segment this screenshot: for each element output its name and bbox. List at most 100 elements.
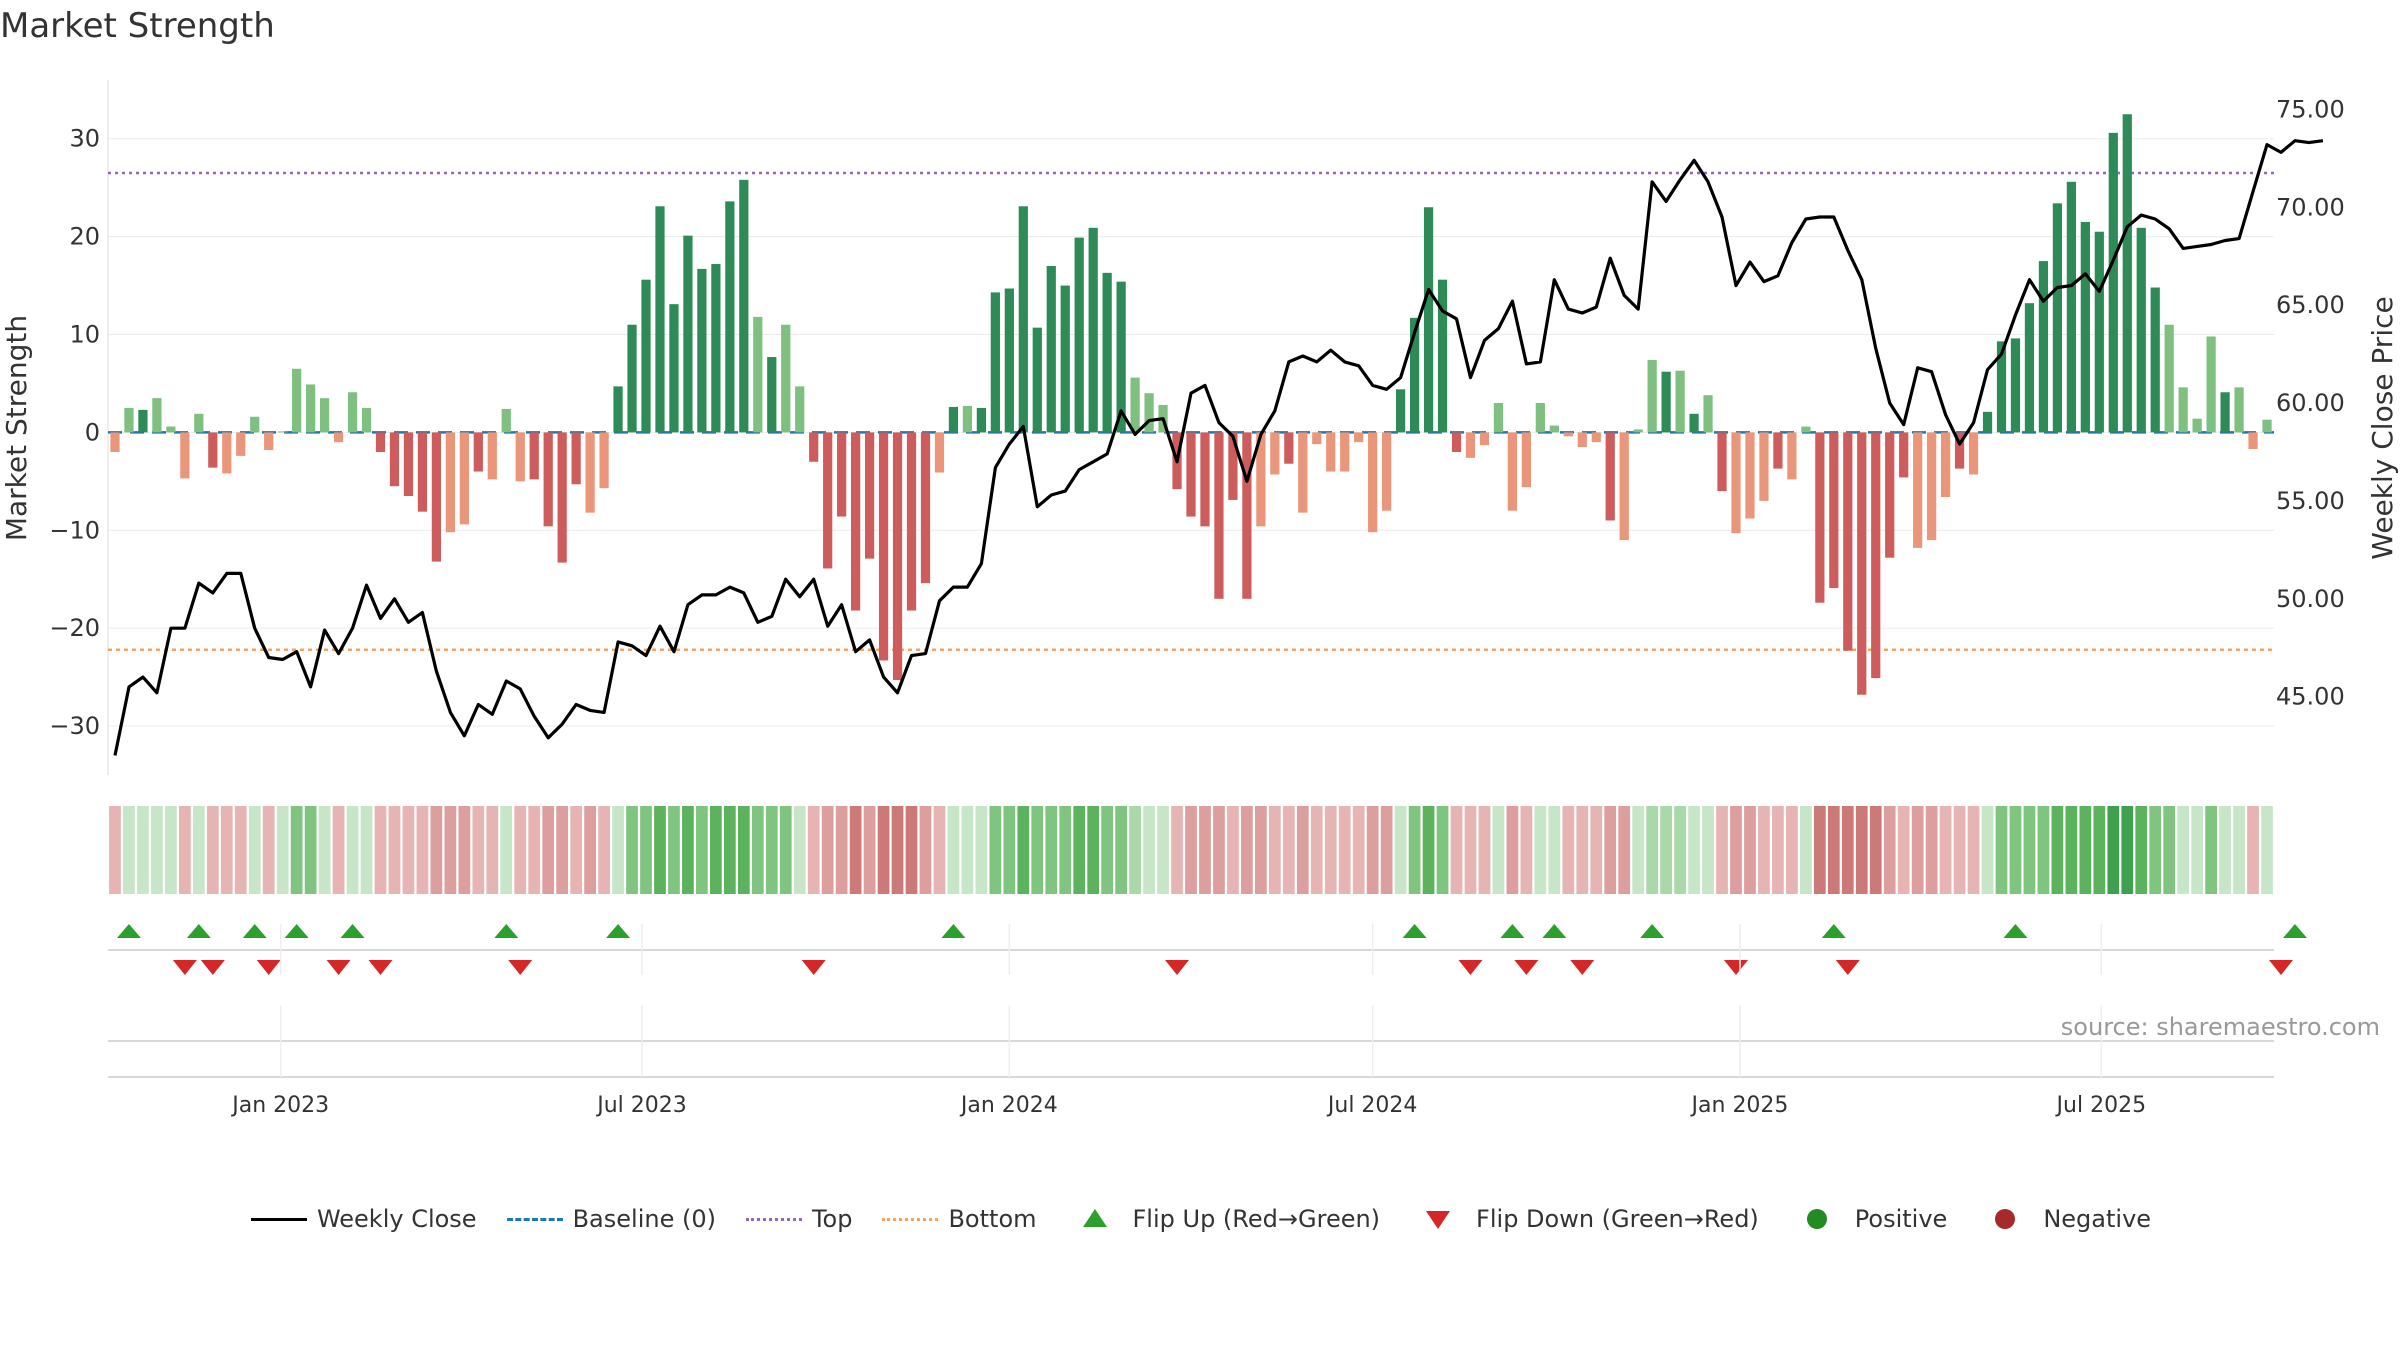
strength-bar bbox=[1451, 432, 1462, 452]
strip-cell bbox=[2247, 806, 2259, 894]
legend-symbol bbox=[1408, 1207, 1468, 1231]
strip-cell bbox=[2093, 806, 2106, 894]
strip-cell bbox=[1492, 806, 1505, 894]
strip-cell bbox=[1282, 806, 1295, 894]
strip-cell bbox=[1003, 806, 1016, 894]
strip-cell bbox=[1408, 806, 1421, 894]
chart-title: Market Strength bbox=[0, 6, 275, 46]
strip-cell bbox=[1855, 806, 1868, 894]
strip-cell bbox=[1534, 806, 1547, 894]
strip-cell bbox=[1338, 806, 1351, 894]
strip-cell bbox=[1939, 806, 1952, 894]
strength-bar bbox=[1968, 432, 1979, 475]
strength-bar bbox=[403, 432, 414, 497]
strip-cell bbox=[1744, 806, 1756, 894]
strip-cell bbox=[584, 806, 596, 894]
strip-cell bbox=[1883, 806, 1896, 894]
strip-cell bbox=[2163, 806, 2176, 894]
strip-cell bbox=[1394, 806, 1407, 894]
strength-bar bbox=[627, 324, 637, 433]
strength-bar bbox=[180, 432, 190, 479]
strength-bar bbox=[431, 432, 442, 562]
strength-bar bbox=[1507, 432, 1518, 511]
legend-item: Baseline (0) bbox=[505, 1205, 716, 1233]
strip-cell bbox=[1925, 806, 1938, 894]
flip-down-marker bbox=[801, 960, 826, 975]
strength-bar bbox=[683, 235, 693, 433]
strip-cell bbox=[1632, 806, 1645, 894]
y2-tick-label: 75.00 bbox=[2276, 95, 2345, 123]
strength-bar bbox=[1018, 206, 1028, 433]
strip-cell bbox=[234, 806, 247, 894]
strip-cell bbox=[1296, 806, 1309, 894]
x-axis: Jan 2023 Jul 2023 Jan 2024 Jul 2024 Jan 2025… bbox=[108, 924, 2274, 1118]
strip-cell bbox=[1674, 806, 1686, 894]
strength-bar bbox=[1815, 432, 1825, 603]
strength-bar bbox=[124, 407, 134, 433]
strength-bar bbox=[1954, 432, 1965, 469]
strength-bar bbox=[2248, 432, 2258, 450]
strength-bar bbox=[1731, 432, 1741, 534]
flip-down-marker bbox=[200, 960, 225, 975]
strength-bar bbox=[375, 432, 386, 452]
strip-cell bbox=[1981, 806, 1994, 894]
strip-cell bbox=[1967, 806, 1980, 894]
y-tick-label: 10 bbox=[69, 321, 100, 349]
strip-cell bbox=[1660, 806, 1672, 894]
strip-cell bbox=[1143, 806, 1155, 894]
strip-cell bbox=[1380, 806, 1393, 894]
strength-bar bbox=[1396, 389, 1406, 433]
strip-cell bbox=[262, 806, 275, 894]
strip-cell bbox=[1045, 806, 1058, 894]
strength-bar bbox=[1829, 432, 1839, 589]
strip-cell bbox=[1478, 806, 1491, 894]
strength-bar bbox=[1437, 279, 1448, 433]
strength-bar bbox=[1773, 432, 1783, 469]
strip-cell bbox=[696, 806, 708, 894]
strength-bar bbox=[781, 324, 791, 433]
strength-bar bbox=[571, 432, 581, 485]
strip-cell bbox=[402, 806, 415, 894]
strip-cell bbox=[542, 806, 555, 894]
strip-cell bbox=[318, 806, 331, 894]
strength-bar bbox=[767, 357, 777, 433]
strip-cell bbox=[1646, 806, 1659, 894]
strength-bar bbox=[1927, 432, 1937, 541]
legend-label: Flip Down (Green→Red) bbox=[1476, 1205, 1759, 1233]
strip-cell bbox=[737, 806, 750, 894]
flip-up-marker bbox=[1640, 924, 1665, 938]
strength-bar bbox=[208, 432, 218, 468]
flip-up-marker bbox=[941, 924, 966, 938]
strip-cell bbox=[1590, 806, 1603, 894]
strength-bar bbox=[445, 432, 455, 533]
strip-cell bbox=[598, 806, 610, 894]
strength-bar bbox=[1242, 432, 1252, 599]
strength-bar bbox=[2178, 387, 2188, 433]
strip-cell bbox=[137, 806, 149, 894]
legend-symbol bbox=[880, 1207, 940, 1231]
strip-cell bbox=[947, 806, 960, 894]
strength-bar bbox=[1493, 403, 1504, 433]
flip-down-marker bbox=[2268, 960, 2293, 975]
strength-strip bbox=[109, 806, 2273, 894]
flip-up-marker bbox=[494, 924, 519, 938]
strip-cell bbox=[1813, 806, 1826, 894]
strip-cell bbox=[933, 806, 946, 894]
strength-bar bbox=[1675, 370, 1685, 433]
strip-cell bbox=[1059, 806, 1072, 894]
strength-bar bbox=[669, 304, 679, 433]
strength-bar bbox=[851, 432, 861, 611]
strength-bar bbox=[138, 409, 148, 433]
strength-bar bbox=[1857, 432, 1867, 695]
strip-cell bbox=[458, 806, 471, 894]
strength-bar bbox=[1060, 285, 1070, 433]
strength-bar bbox=[1913, 432, 1923, 548]
legend-symbol bbox=[1975, 1207, 2035, 1231]
legend-label: Bottom bbox=[948, 1205, 1037, 1233]
strength-bar bbox=[1004, 288, 1014, 433]
y-tick-label: −30 bbox=[49, 712, 100, 740]
flip-down-marker bbox=[368, 960, 393, 975]
strip-cell bbox=[2233, 806, 2245, 894]
legend: Weekly Close Baseline (0) Top Bottom Flip Up… bbox=[0, 1205, 2400, 1233]
strip-cell bbox=[570, 806, 583, 894]
